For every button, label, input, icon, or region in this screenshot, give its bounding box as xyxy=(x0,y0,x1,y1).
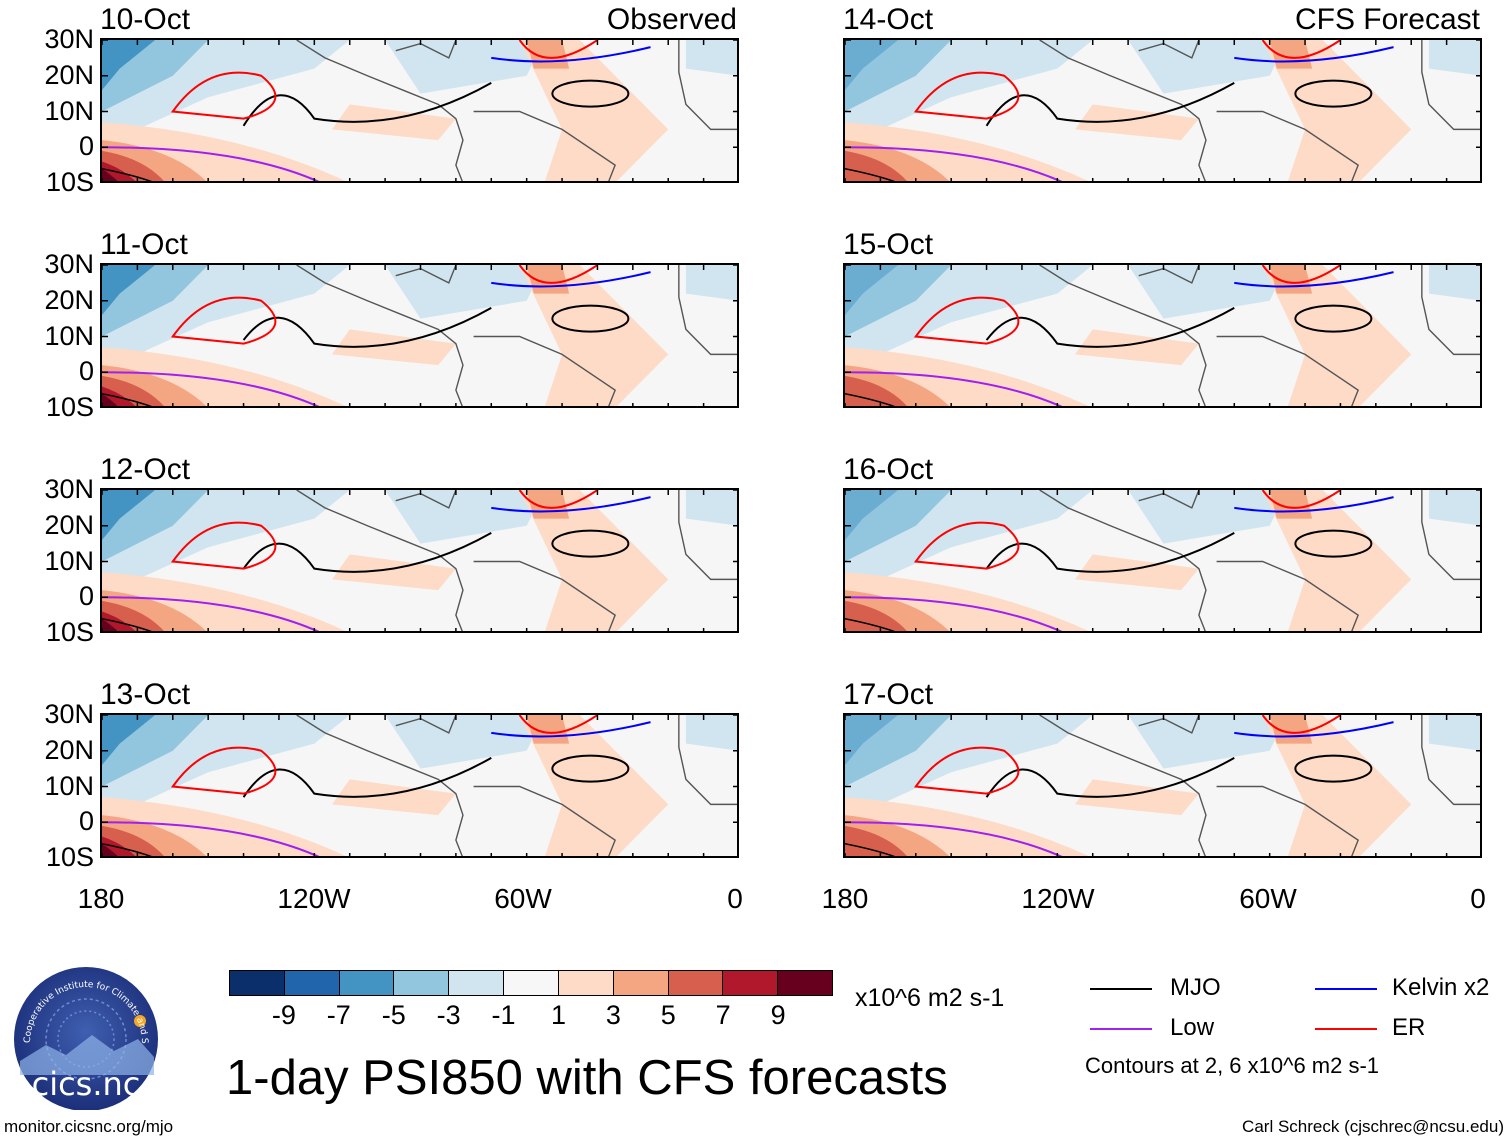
panel-date-10-oct: 10-Oct xyxy=(100,3,191,36)
colorbar-swatch-8 xyxy=(668,971,724,995)
legend-kelvin-label: Kelvin x2 xyxy=(1392,974,1490,1001)
colorbar-swatch-9 xyxy=(723,971,779,995)
colorbar-tick--7: -7 xyxy=(326,1000,351,1030)
map-field-15-oct xyxy=(845,265,1480,406)
y-tick-10n-13-oct: 10N xyxy=(44,770,94,801)
panel-date-16-oct: 16-Oct xyxy=(843,453,934,486)
y-tick-0-13-oct: 0 xyxy=(78,806,94,837)
map-field-11-oct xyxy=(102,265,737,406)
panel-date-13-oct: 13-Oct xyxy=(100,678,191,711)
y-tick-20n-11-oct: 20N xyxy=(44,284,94,315)
colorbar-swatch-7 xyxy=(613,971,669,995)
logo-name: cics.nc xyxy=(32,1065,141,1103)
colorbar-swatch-2 xyxy=(339,971,395,995)
map-panel-15-oct xyxy=(843,263,1482,408)
map-panel-12-oct xyxy=(100,488,739,633)
y-tick-30n-12-oct: 30N xyxy=(44,474,94,504)
x-tick-180-left: 180 xyxy=(77,883,125,914)
colorbar-tick--9: -9 xyxy=(271,1000,296,1030)
y-tick-0-10-oct: 0 xyxy=(78,131,94,162)
colorbar-tick--5: -5 xyxy=(381,1000,406,1030)
colorbar-swatch-3 xyxy=(394,971,450,995)
colorbar-swatch-6 xyxy=(558,971,614,995)
y-tick-10s-12-oct: 10S xyxy=(45,617,94,647)
x-tick-0-left: 0 xyxy=(727,883,743,914)
y-tick-30n-10-oct: 30N xyxy=(44,24,94,54)
y-tick-0-12-oct: 0 xyxy=(78,581,94,612)
y-tick-0-11-oct: 0 xyxy=(78,356,94,387)
colorbar-swatch-4 xyxy=(449,971,505,995)
column-title-left: Observed xyxy=(606,3,737,36)
x-tick-60w-left: 60W xyxy=(494,883,552,914)
figure-title: 1-day PSI850 with CFS forecasts xyxy=(226,1051,948,1105)
map-field-12-oct xyxy=(102,490,737,631)
map-panel-16-oct xyxy=(843,488,1482,633)
y-tick-10n-11-oct: 10N xyxy=(44,320,94,351)
x-tick-120w-left: 120W xyxy=(277,883,351,914)
map-panel-14-oct xyxy=(843,38,1482,183)
footer-url: monitor.cicsnc.org/mjo xyxy=(4,1117,174,1136)
cics-logo: Cooperative Institute for Climate and Sa… xyxy=(6,965,158,1110)
map-panel-17-oct xyxy=(843,713,1482,858)
y-tick-10n-10-oct: 10N xyxy=(44,95,94,126)
y-tick-10s-10-oct: 10S xyxy=(45,167,94,197)
map-field-10-oct xyxy=(102,40,737,181)
column-title-right: CFS Forecast xyxy=(1294,3,1480,36)
panel-date-14-oct: 14-Oct xyxy=(843,3,934,36)
legend-low-label: Low xyxy=(1170,1014,1215,1041)
legend-low-line xyxy=(1090,1028,1152,1030)
legend-mjo-line xyxy=(1090,988,1152,990)
colorbar xyxy=(229,970,833,996)
legend-er-label: ER xyxy=(1392,1014,1426,1041)
panel-date-17-oct: 17-Oct xyxy=(843,678,934,711)
colorbar-units: x10^6 m2 s-1 xyxy=(855,984,1005,1012)
map-panel-13-oct xyxy=(100,713,739,858)
colorbar-swatch-1 xyxy=(284,971,340,995)
map-panel-11-oct xyxy=(100,263,739,408)
y-tick-20n-10-oct: 20N xyxy=(44,59,94,90)
y-tick-20n-12-oct: 20N xyxy=(44,509,94,540)
y-tick-10s-11-oct: 10S xyxy=(45,392,94,422)
colorbar-tick--3: -3 xyxy=(436,1000,461,1030)
y-tick-10s-13-oct: 10S xyxy=(45,842,94,872)
x-tick-0-right: 0 xyxy=(1470,883,1486,914)
y-tick-20n-13-oct: 20N xyxy=(44,734,94,765)
y-tick-10n-12-oct: 10N xyxy=(44,545,94,576)
colorbar-swatch-0 xyxy=(230,971,285,995)
colorbar-tick-3: 3 xyxy=(605,1000,621,1030)
map-field-17-oct xyxy=(845,715,1480,856)
colorbar-tick-9: 9 xyxy=(770,1000,786,1030)
x-tick-120w-right: 120W xyxy=(1021,883,1095,914)
legend-mjo-label: MJO xyxy=(1170,974,1221,1001)
panel-date-11-oct: 11-Oct xyxy=(100,228,188,261)
y-tick-30n-13-oct: 30N xyxy=(44,699,94,729)
panel-date-12-oct: 12-Oct xyxy=(100,453,191,486)
x-tick-60w-right: 60W xyxy=(1239,883,1297,914)
map-field-16-oct xyxy=(845,490,1480,631)
colorbar-tick-5: 5 xyxy=(660,1000,676,1030)
map-field-14-oct xyxy=(845,40,1480,181)
y-tick-30n-11-oct: 30N xyxy=(44,249,94,279)
footer-credit: Carl Schreck (cjschrec@ncsu.edu) xyxy=(1242,1117,1504,1136)
colorbar-swatch-5 xyxy=(504,971,559,995)
map-field-13-oct xyxy=(102,715,737,856)
map-panel-10-oct xyxy=(100,38,739,183)
legend-er-line xyxy=(1315,1028,1377,1030)
x-tick-180-right: 180 xyxy=(821,883,869,914)
colorbar-tick-7: 7 xyxy=(715,1000,731,1030)
legend-kelvin-line xyxy=(1315,988,1377,990)
colorbar-tick--1: -1 xyxy=(491,1000,516,1030)
contours-note: Contours at 2, 6 x10^6 m2 s-1 xyxy=(1085,1053,1380,1078)
colorbar-swatch-10 xyxy=(778,971,832,995)
colorbar-tick-1: 1 xyxy=(550,1000,566,1030)
panel-date-15-oct: 15-Oct xyxy=(843,228,934,261)
